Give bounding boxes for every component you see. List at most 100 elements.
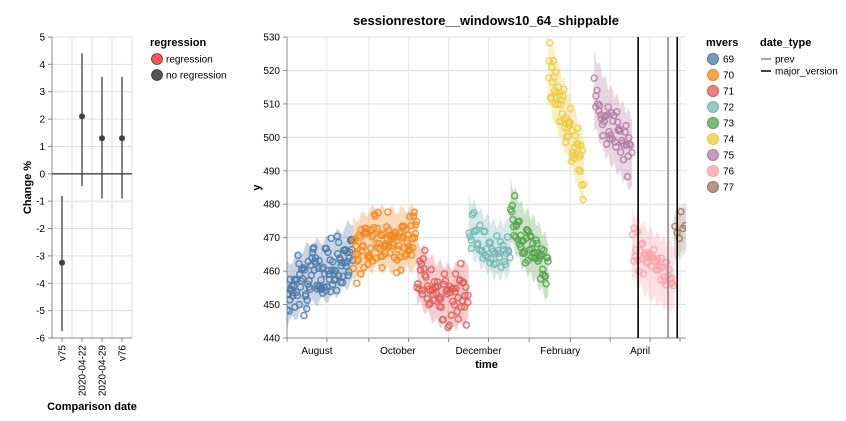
regression-legend-swatch: [151, 69, 163, 81]
regression-legend-label: regression: [166, 55, 213, 66]
data-point: [457, 259, 465, 268]
data-point: [300, 311, 308, 320]
time-x-tick-label: December: [455, 346, 502, 357]
data-point: [545, 39, 554, 47]
data-point: [638, 239, 647, 248]
data-point: [669, 282, 678, 290]
change-y-tick-label: -4: [36, 279, 45, 290]
data-point: [314, 264, 323, 272]
mvers-legend-label: 71: [723, 87, 735, 98]
change-x-tick-label: 2020-04-29: [98, 345, 109, 397]
data-point: [622, 121, 630, 130]
data-point: [543, 254, 552, 262]
date-type-legend-label: prev: [775, 55, 794, 66]
data-point: [590, 74, 599, 82]
date-type-legend-label: major_version: [775, 67, 838, 78]
mvers-legend-swatch: [707, 181, 719, 193]
data-point: [332, 286, 341, 295]
data-point: [579, 195, 587, 204]
data-point: [565, 118, 573, 126]
data-point: [478, 246, 486, 255]
data-point: [679, 224, 686, 233]
data-point: [619, 155, 628, 164]
mvers-legend: mvers 69 70 71 72 73 74 75 76 77: [706, 37, 738, 194]
data-point: [352, 242, 360, 250]
mvers-legend-swatch: [707, 69, 719, 81]
data-point: [556, 100, 565, 109]
data-point: [344, 271, 352, 280]
change-panel: 5 4 3 2 1 0 -1 -2 -3 -4 -5 -6 v75 2020-04-22 2020-04-2…: [22, 33, 137, 414]
data-point: [345, 268, 353, 276]
data-point: [439, 315, 447, 324]
time-y-tick-label: 450: [263, 300, 280, 311]
time-y-axis-title: y: [251, 184, 263, 191]
change-y-tick-label: 2: [39, 115, 45, 126]
change-y-tick-label: -2: [36, 224, 45, 235]
mvers-legend-swatch: [707, 85, 719, 97]
time-y-tick-label: 480: [263, 200, 280, 211]
data-point: [427, 265, 436, 274]
data-point: [450, 300, 459, 309]
data-point: [373, 224, 382, 233]
time-y-tick-label: 500: [263, 133, 280, 144]
data-point: [370, 223, 378, 232]
change-y-tick-label: 1: [39, 142, 45, 153]
change-y-tick-label: -5: [36, 306, 45, 317]
data-point: [662, 258, 671, 267]
data-point: [386, 249, 394, 257]
time-y-tick-label: 470: [263, 233, 280, 244]
time-y-tick-label: 520: [263, 66, 280, 77]
data-point: [425, 300, 433, 309]
data-point: [476, 221, 484, 230]
data-point: [604, 103, 612, 111]
data-point: [453, 307, 462, 316]
mvers-legend-label: 69: [723, 55, 735, 66]
change-x-axis-title: Comparison date: [47, 401, 137, 413]
data-point: [595, 101, 604, 110]
data-point: [681, 221, 686, 230]
data-point: [424, 285, 433, 293]
data-point: [577, 141, 585, 150]
data-point: [339, 272, 347, 281]
data-point: [612, 108, 621, 116]
data-point: [492, 259, 501, 268]
series-75: [590, 49, 636, 192]
data-point: [606, 131, 615, 139]
series-layer: [287, 37, 686, 332]
data-point: [412, 217, 421, 226]
data-point: [616, 148, 625, 157]
time-y-tick-label: 460: [263, 267, 280, 278]
data-point: [409, 244, 417, 252]
data-point: [623, 172, 632, 181]
data-point: [560, 85, 568, 94]
data-point: [294, 251, 302, 260]
data-point: [397, 266, 405, 274]
data-point: [394, 245, 402, 254]
data-point: [317, 276, 325, 284]
data-point: [538, 265, 547, 274]
data-point: [594, 100, 602, 108]
data-point: [526, 232, 535, 241]
data-point: [578, 146, 587, 155]
data-point: [436, 295, 445, 303]
mvers-legend-label: 75: [723, 151, 735, 162]
data-point: [342, 262, 350, 270]
data-point: [334, 238, 343, 247]
data-point: [404, 242, 413, 250]
data-point: [613, 118, 622, 126]
data-point: [573, 124, 582, 132]
change-x-tick-label: v75: [58, 345, 69, 362]
data-point: [495, 253, 504, 262]
data-point: [349, 264, 358, 273]
data-point: [322, 286, 330, 295]
date-type-legend-title: date_type: [760, 37, 811, 49]
series-76: [628, 206, 678, 315]
data-point: [632, 246, 640, 254]
data-point: [295, 300, 304, 309]
series-band: [287, 220, 354, 330]
data-point: [494, 249, 503, 258]
change-y-tick-label: -6: [36, 334, 45, 345]
time-y-tick-label: 490: [263, 166, 280, 177]
mvers-legend-label: 74: [723, 135, 735, 146]
series-70: [349, 203, 421, 288]
